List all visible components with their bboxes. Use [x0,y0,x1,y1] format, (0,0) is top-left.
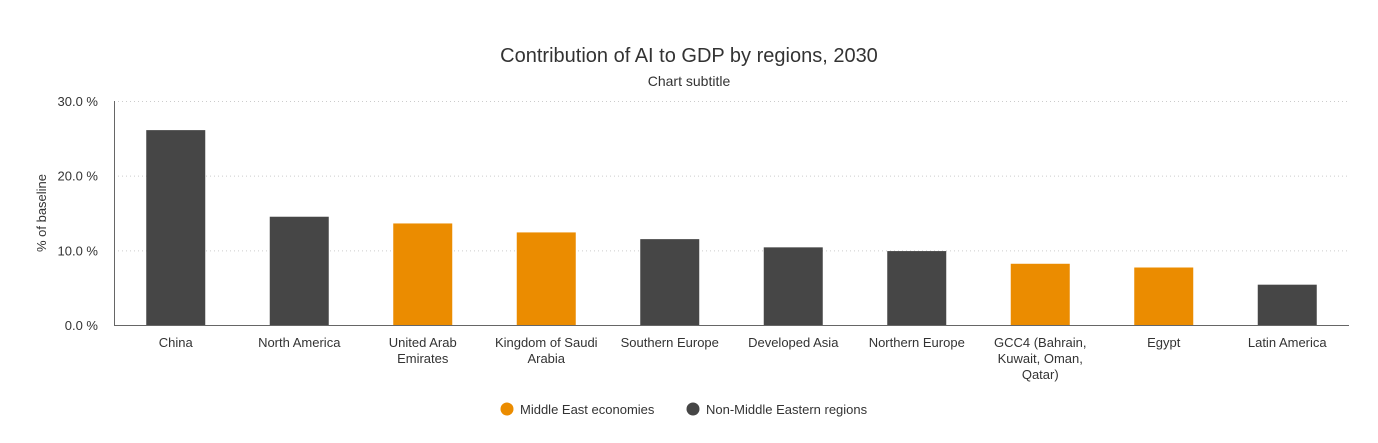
x-tick-label-line: Qatar) [1022,367,1059,382]
legend: Middle East economies Non-Middle Eastern … [500,402,868,417]
x-tick-label-line: Emirates [397,351,449,366]
x-tick-label: United Arab Emirates [389,335,457,366]
legend-label: Middle East economies [520,402,655,417]
bars [146,130,1317,325]
chart-subtitle: Chart subtitle [648,73,731,89]
legend-marker [500,402,514,416]
x-tick-label-line: GCC4 (Bahrain, [994,335,1086,350]
y-tick-label: 30.0 % [58,94,99,109]
x-axis-labels: China North America United Arab Emirates Kin… [159,335,1328,382]
bar [516,232,576,325]
bar [763,247,823,325]
x-tick-label-line: North America [258,335,341,350]
chart-title: Contribution of AI to GDP by regions, 20… [500,45,878,67]
bar [1134,267,1194,325]
bar [146,130,206,325]
x-tick-label: Latin America [1248,335,1328,350]
x-tick-label: GCC4 (Bahrain, Kuwait, Oman, Qatar) [994,335,1086,382]
x-tick-label-line: Latin America [1248,335,1328,350]
x-tick-label-line: United Arab [389,335,457,350]
x-tick-label: Egypt [1147,335,1181,350]
x-tick-label-line: China [159,335,194,350]
x-tick-label: North America [258,335,341,350]
gridlines [114,101,1349,326]
bar [393,223,453,325]
x-tick-label: Kingdom of Saudi Arabia [495,335,598,366]
x-tick-label: China [159,335,194,350]
legend-item: Non-Middle Eastern regions [686,402,868,417]
bar [1257,284,1317,325]
bar [1010,263,1070,325]
x-tick-label: Northern Europe [869,335,965,350]
x-tick-label-line: Kingdom of Saudi [495,335,598,350]
y-tick-label: 0.0 % [65,318,99,333]
legend-label: Non-Middle Eastern regions [706,402,868,417]
x-tick-label-line: Arabia [527,351,565,366]
y-tick-label: 10.0 % [58,243,99,258]
x-tick-label-line: Egypt [1147,335,1181,350]
legend-marker [686,402,700,416]
y-axis-ticks: 0.0 % 10.0 % 20.0 % 30.0 % [58,94,99,333]
x-tick-label: Developed Asia [748,335,839,350]
x-tick-label-line: Developed Asia [748,335,839,350]
x-tick-label-line: Kuwait, Oman, [998,351,1083,366]
legend-item: Middle East economies [500,402,655,417]
y-tick-label: 20.0 % [58,169,99,184]
bar [887,251,947,325]
x-tick-label-line: Southern Europe [621,335,719,350]
bar [640,239,700,325]
y-axis-title: % of baseline [34,174,49,252]
bar [269,216,329,325]
x-tick-label: Southern Europe [621,335,719,350]
x-tick-label-line: Northern Europe [869,335,965,350]
